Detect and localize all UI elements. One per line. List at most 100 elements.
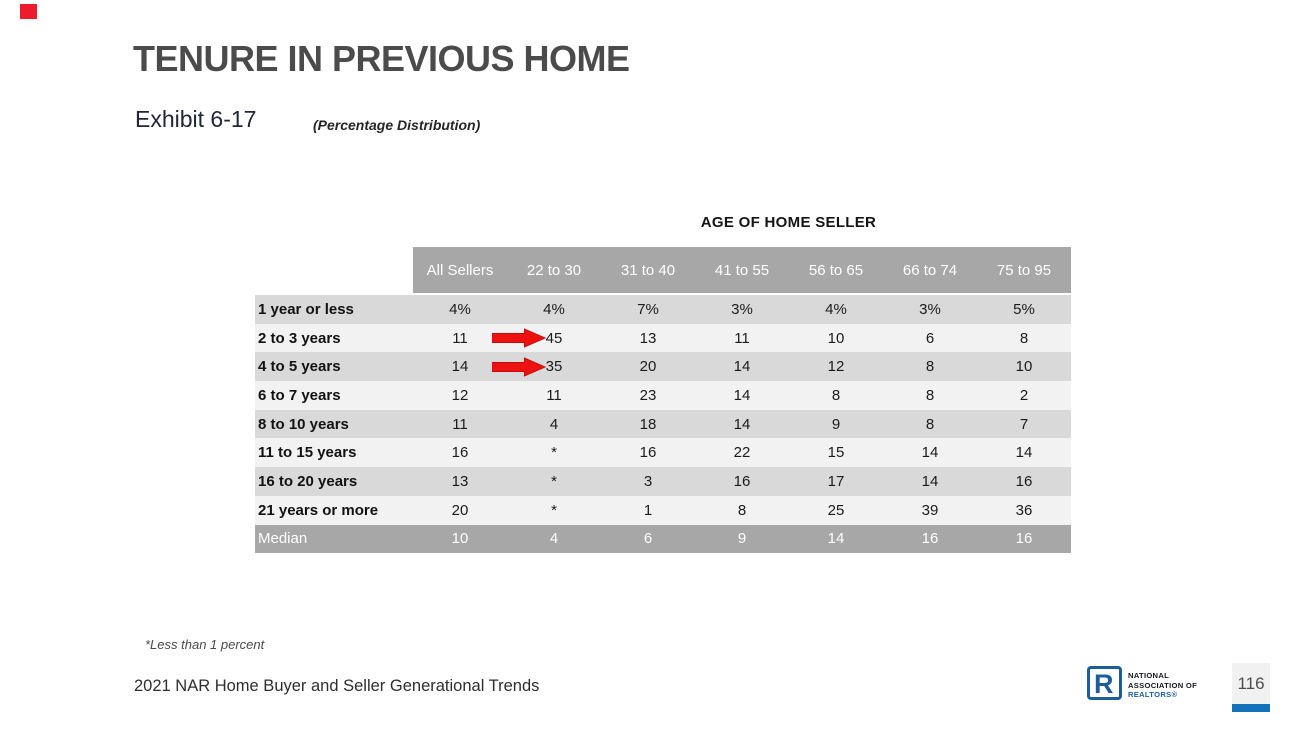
svg-text:R: R (1094, 669, 1114, 699)
column-header: 66 to 74 (883, 247, 977, 293)
table-cell: 16 (601, 438, 695, 467)
table-cell: 3% (695, 295, 789, 324)
table-cell: * (507, 467, 601, 496)
cell-value: * (551, 472, 557, 490)
cell-value: 6 (643, 530, 653, 548)
cell-value: 3% (919, 300, 941, 318)
cell-value: 14 (451, 358, 469, 376)
row-label: 6 to 7 years (258, 386, 341, 404)
cell-value: 14 (921, 444, 939, 462)
table-cell: 3 (601, 467, 695, 496)
cell-value: 13 (639, 329, 657, 347)
table-cell: 7 (977, 410, 1071, 439)
table-cell: 8 (789, 381, 883, 410)
cell-value: 16 (451, 444, 469, 462)
nar-logo-line2: ASSOCIATION OF (1128, 680, 1198, 690)
column-header: 31 to 40 (601, 247, 695, 293)
cell-value: 17 (827, 472, 845, 490)
table-cell: 11 (413, 410, 507, 439)
cell-value: 10 (451, 530, 469, 548)
table-cell: 6 (883, 324, 977, 353)
row-label: Median (258, 530, 308, 548)
table-cell: 35 (492, 352, 601, 381)
table-title: AGE OF HOME SELLER (700, 214, 877, 231)
table-cell: 7% (601, 295, 695, 324)
table-cell: 8 (883, 410, 977, 439)
cell-value: 11 (546, 386, 562, 404)
cell-value: 4 (549, 415, 559, 433)
cell-value: * (551, 501, 557, 519)
table-cell: 11 (695, 324, 789, 353)
table-cell: 11 (413, 324, 507, 353)
cell-value: 8 (831, 386, 841, 404)
table-cell: 13 (601, 324, 695, 353)
table-cell: 16 (413, 438, 507, 467)
table-cell: 18 (601, 410, 695, 439)
cell-value: 39 (921, 501, 939, 519)
table-cell: 10 (413, 525, 507, 554)
table-cell: 39 (883, 496, 977, 525)
row-label: 11 to 15 years (258, 444, 357, 462)
cell-value: 8 (737, 501, 747, 519)
cell-value: 7 (1019, 415, 1029, 433)
table-header-row: All Sellers 22 to 30 31 to 40 41 to 55 56 to… (255, 247, 1071, 293)
table-cell: 16 (883, 525, 977, 554)
table-cell: 8 (977, 324, 1071, 353)
table-cell: 36 (977, 496, 1071, 525)
table-row: 21 years or more 20 * 1 8 25 39 36 (255, 495, 1071, 525)
table-cell: 15 (789, 438, 883, 467)
table-cell: 4% (507, 295, 601, 324)
nar-logo-line3: REALTORS® (1128, 690, 1178, 700)
table-cell: 16 (977, 467, 1071, 496)
table-cell: 14 (789, 525, 883, 554)
table-row: 8 to 10 years 11 4 18 14 9 8 7 (255, 409, 1071, 439)
cell-value: 11 (452, 329, 468, 347)
source-line: 2021 NAR Home Buyer and Seller Generatio… (134, 677, 540, 695)
cell-value: 18 (639, 415, 657, 433)
table-cell: 12 (413, 381, 507, 410)
cell-value: 4% (543, 300, 565, 318)
nar-r-icon: R (1087, 666, 1122, 705)
page-title: TENURE IN PREVIOUS HOME (133, 38, 630, 79)
cell-value: 1 (643, 501, 653, 519)
row-label: 8 to 10 years (258, 415, 349, 433)
corner-accent (20, 4, 37, 19)
cell-value: 16 (639, 444, 657, 462)
table-cell: 8 (883, 352, 977, 381)
cell-value: 4% (449, 300, 471, 318)
tenure-table: All Sellers 22 to 30 31 to 40 41 to 55 56 to… (255, 247, 1071, 554)
cell-value: * (551, 444, 557, 462)
row-label: 16 to 20 years (258, 472, 358, 490)
cell-value: 35 (545, 358, 563, 376)
cell-value: 25 (827, 501, 845, 519)
table-cell: 13 (413, 467, 507, 496)
page-number-tab: 116 (1232, 663, 1270, 712)
table-cell: 45 (492, 324, 601, 353)
table-cell: 16 (695, 467, 789, 496)
table-cell: 23 (601, 381, 695, 410)
table-cell: 8 (883, 381, 977, 410)
table-cell: 14 (413, 352, 507, 381)
table-cell: 11 (507, 381, 601, 410)
table-cell: 4% (413, 295, 507, 324)
table-cell: 2 (977, 381, 1071, 410)
cell-value: 16 (733, 472, 751, 490)
column-header: 56 to 65 (789, 247, 883, 293)
cell-value: 11 (734, 329, 750, 347)
table-cell: 9 (789, 410, 883, 439)
cell-value: 4% (825, 300, 847, 318)
cell-value: 6 (925, 329, 935, 347)
cell-value: 10 (1015, 358, 1033, 376)
column-header: 75 to 95 (977, 247, 1071, 293)
table-cell: 8 (695, 496, 789, 525)
cell-value: 12 (827, 358, 845, 376)
table-row: 4 to 5 years 14 35 20 14 12 8 10 (255, 352, 1071, 382)
table-row: 1 year or less 4% 4% 7% 3% 4% 3% 5% (255, 295, 1071, 324)
nar-logo-line1: NATIONAL (1128, 671, 1170, 681)
table-cell: 12 (789, 352, 883, 381)
cell-value: 11 (452, 415, 468, 433)
cell-value: 9 (831, 415, 841, 433)
table-cell: 14 (883, 438, 977, 467)
cell-value: 3 (643, 472, 653, 490)
